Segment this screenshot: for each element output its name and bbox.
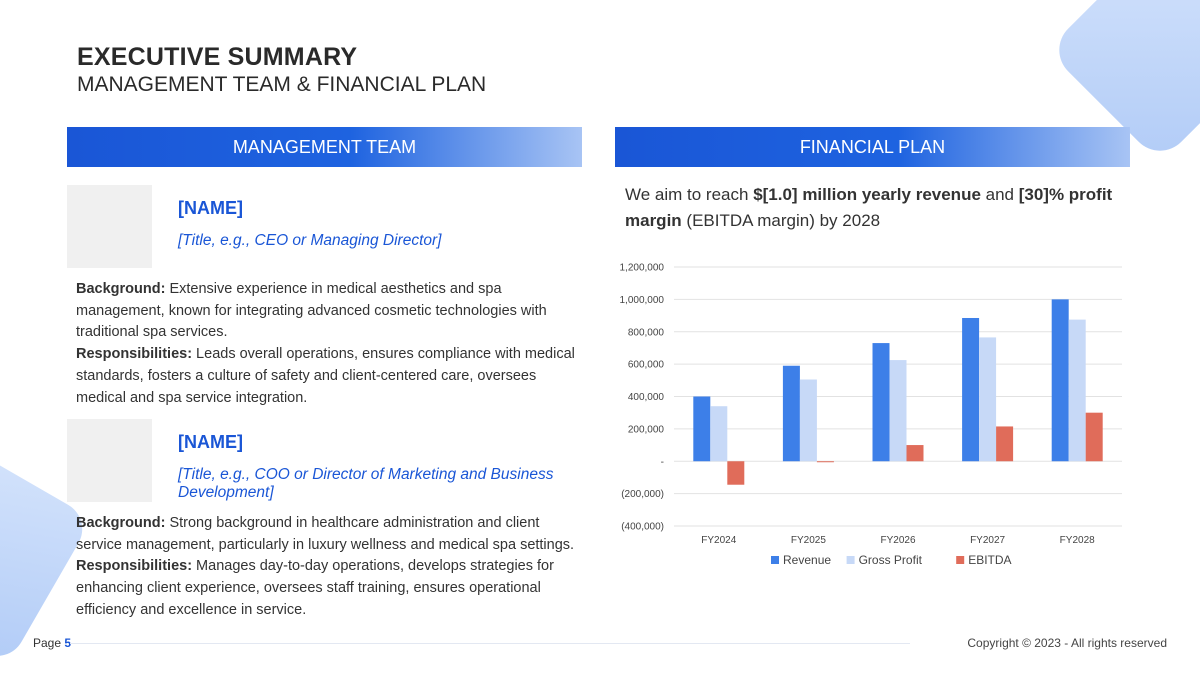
- y-tick-label: 1,000,000: [620, 295, 665, 306]
- legend-swatch: [846, 556, 855, 564]
- bar-revenue: [782, 365, 800, 462]
- y-tick-label: (400,000): [621, 522, 664, 533]
- responsibilities-label: Responsibilities:: [76, 558, 193, 575]
- bar-ebitda: [1085, 412, 1103, 462]
- x-tick-label: FY2028: [1060, 535, 1095, 546]
- member-photo-placeholder: [67, 185, 152, 268]
- legend-label: EBITDA: [968, 553, 1011, 567]
- y-tick-label: (200,000): [621, 489, 664, 500]
- footer-divider: [70, 643, 910, 644]
- page-number: Page 5: [33, 636, 72, 650]
- bar-gross-profit: [979, 337, 997, 462]
- legend-label: Gross Profit: [859, 553, 923, 567]
- bar-gross-profit: [799, 379, 817, 462]
- financial-plan-heading: FINANCIAL PLAN: [615, 127, 1130, 167]
- member-description: Background: Strong background in healthc…: [76, 513, 576, 622]
- financial-goal-text: We aim to reach $[1.0] million yearly re…: [625, 185, 1113, 230]
- member-title: [Title, e.g., CEO or Managing Director]: [178, 232, 442, 249]
- page-subtitle: MANAGEMENT TEAM & FINANCIAL PLAN: [77, 73, 487, 96]
- x-tick-label: FY2027: [970, 535, 1005, 546]
- bar-revenue: [872, 343, 890, 462]
- background-label: Background:: [76, 515, 166, 531]
- member-photo-placeholder: [67, 419, 152, 502]
- y-tick-label: 200,000: [628, 424, 665, 435]
- bar-gross-profit: [889, 360, 907, 462]
- legend-swatch: [771, 556, 779, 564]
- x-tick-label: FY2024: [701, 535, 736, 546]
- member-title: [Title, e.g., COO or Director of Marketi…: [178, 466, 554, 501]
- responsibilities-text: Manages day-to-day operations, develops …: [76, 558, 554, 618]
- member-name: [NAME]: [178, 432, 243, 452]
- financial-bar-chart: 1,200,000 1,000,000 800,000 600,000 400,000 2…: [620, 263, 1122, 567]
- bar-ebitda: [906, 445, 924, 462]
- y-tick-label: -: [661, 457, 664, 468]
- y-tick-label: 1,200,000: [620, 263, 665, 274]
- y-tick-label: 600,000: [628, 360, 665, 371]
- bar-revenue: [693, 396, 711, 462]
- management-team-heading: MANAGEMENT TEAM: [67, 127, 582, 167]
- background-text: Strong background in healthcare administ…: [76, 515, 575, 553]
- page-title: EXECUTIVE SUMMARY: [77, 43, 358, 71]
- responsibilities-text: Leads overall operations, ensures compli…: [76, 346, 575, 406]
- bar-gross-profit: [1068, 319, 1086, 462]
- legend-label: Revenue: [783, 553, 831, 567]
- bar-ebitda: [727, 461, 745, 485]
- x-tick-label: FY2025: [791, 535, 826, 546]
- background-label: Background:: [76, 281, 166, 297]
- responsibilities-label: Responsibilities:: [76, 346, 193, 363]
- bar-ebitda: [816, 461, 834, 463]
- member-name: [NAME]: [178, 198, 243, 218]
- background-text: Extensive experience in medical aestheti…: [76, 281, 547, 341]
- legend-swatch: [956, 556, 965, 564]
- bar-revenue: [1051, 299, 1069, 462]
- x-tick-label: FY2026: [880, 535, 915, 546]
- bar-revenue: [962, 317, 980, 462]
- bar-gross-profit: [710, 406, 728, 462]
- y-tick-label: 400,000: [628, 392, 665, 403]
- bar-ebitda: [996, 426, 1014, 462]
- copyright-text: Copyright © 2023 - All rights reserved: [967, 636, 1167, 650]
- y-tick-label: 800,000: [628, 327, 665, 338]
- member-description: Background: Extensive experience in medi…: [76, 279, 576, 409]
